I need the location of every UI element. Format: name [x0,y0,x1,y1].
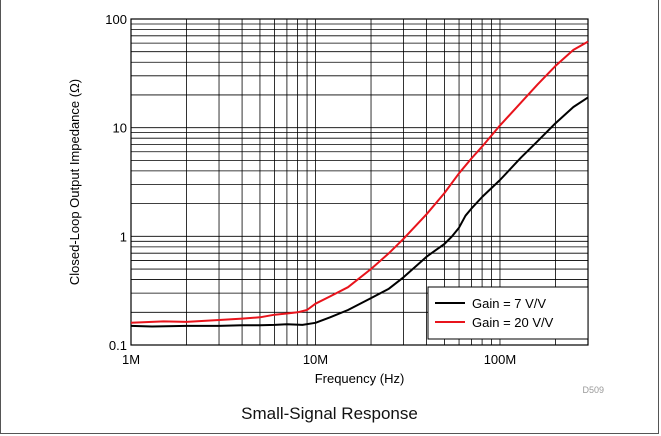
y-tick-label: 10 [113,121,127,136]
y-tick-label: 1 [120,229,127,244]
figure-caption: Small-Signal Response [241,404,418,423]
plot-border [130,18,589,346]
y-tick-label: 100 [105,12,127,27]
x-tick-label: 1M [122,352,140,367]
x-tick-label: 10M [303,352,328,367]
legend-label-1: Gain = 7 V/V [472,296,546,311]
y-tick-label: 0.1 [109,338,127,353]
impedance-chart: 1M 10M 100M 0.1 1 10 100 Frequency (Hz) Closed-L… [67,12,604,395]
y-axis-label: Closed-Loop Output Impedance (Ω) [67,79,82,285]
figure-id-annotation: D509 [582,385,604,395]
x-tick-label: 100M [484,352,517,367]
series-line-2 [130,40,589,324]
series-line-1 [130,96,589,328]
x-axis-label: Frequency (Hz) [315,371,405,386]
legend-label-2: Gain = 20 V/V [472,315,554,330]
legend-box [427,286,589,340]
